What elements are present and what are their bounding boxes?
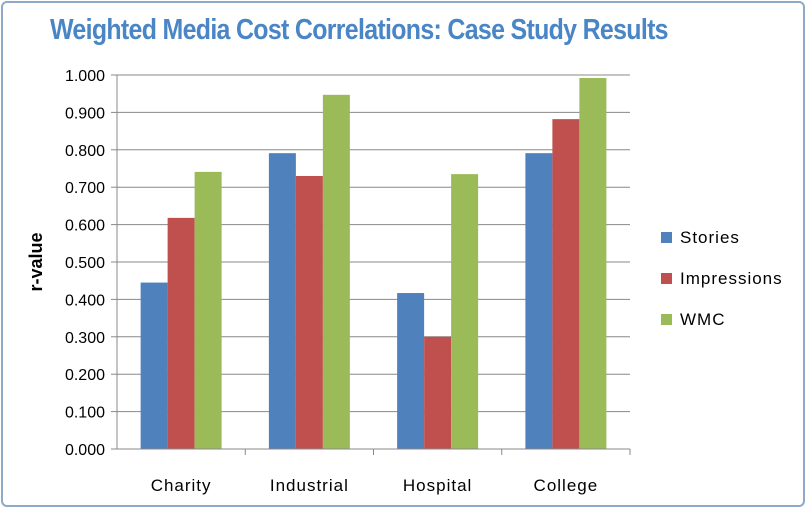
bar-impressions-industrial	[295, 175, 323, 450]
x-tick-label: Charity	[151, 476, 212, 495]
legend-label: Impressions	[680, 269, 783, 288]
y-tick-label: 0.900	[65, 105, 105, 122]
bar-stories-charity	[140, 282, 168, 449]
y-tick-label: 0.100	[65, 405, 105, 422]
bar-wmc-industrial	[322, 94, 350, 450]
y-tick-label: 0.000	[65, 442, 105, 459]
bar-wmc-hospital	[451, 174, 479, 450]
bar-impressions-charity	[167, 217, 195, 449]
y-tick-label: 0.300	[65, 330, 105, 347]
legend-swatch	[661, 314, 672, 325]
y-tick-label: 0.800	[65, 143, 105, 160]
y-tick-label: 0.200	[65, 367, 105, 384]
y-tick-label: 0.400	[65, 292, 105, 309]
legend-swatch	[661, 232, 672, 243]
x-tick-label: Hospital	[403, 476, 472, 495]
legend-swatch	[661, 273, 672, 284]
bar-stories-college	[525, 153, 553, 449]
bar-impressions-college	[552, 119, 580, 449]
x-tick-label: College	[534, 476, 599, 495]
x-tick-label: Industrial	[270, 476, 349, 495]
bar-impressions-hospital	[424, 336, 452, 449]
bar-wmc-charity	[194, 171, 222, 449]
chart-title: Weighted Media Cost Correlations: Case S…	[50, 14, 669, 46]
legend-label: WMC	[680, 310, 725, 329]
legend-label: Stories	[680, 228, 740, 247]
bar-stories-industrial	[268, 153, 296, 449]
bar-stories-hospital	[397, 293, 425, 449]
y-axis-label: r-value	[26, 232, 46, 291]
y-tick-label: 0.700	[65, 180, 105, 197]
y-tick-label: 0.500	[65, 255, 105, 272]
bar-wmc-college	[579, 77, 607, 449]
y-tick-label: 1.000	[65, 68, 105, 85]
y-tick-label: 0.600	[65, 218, 105, 235]
